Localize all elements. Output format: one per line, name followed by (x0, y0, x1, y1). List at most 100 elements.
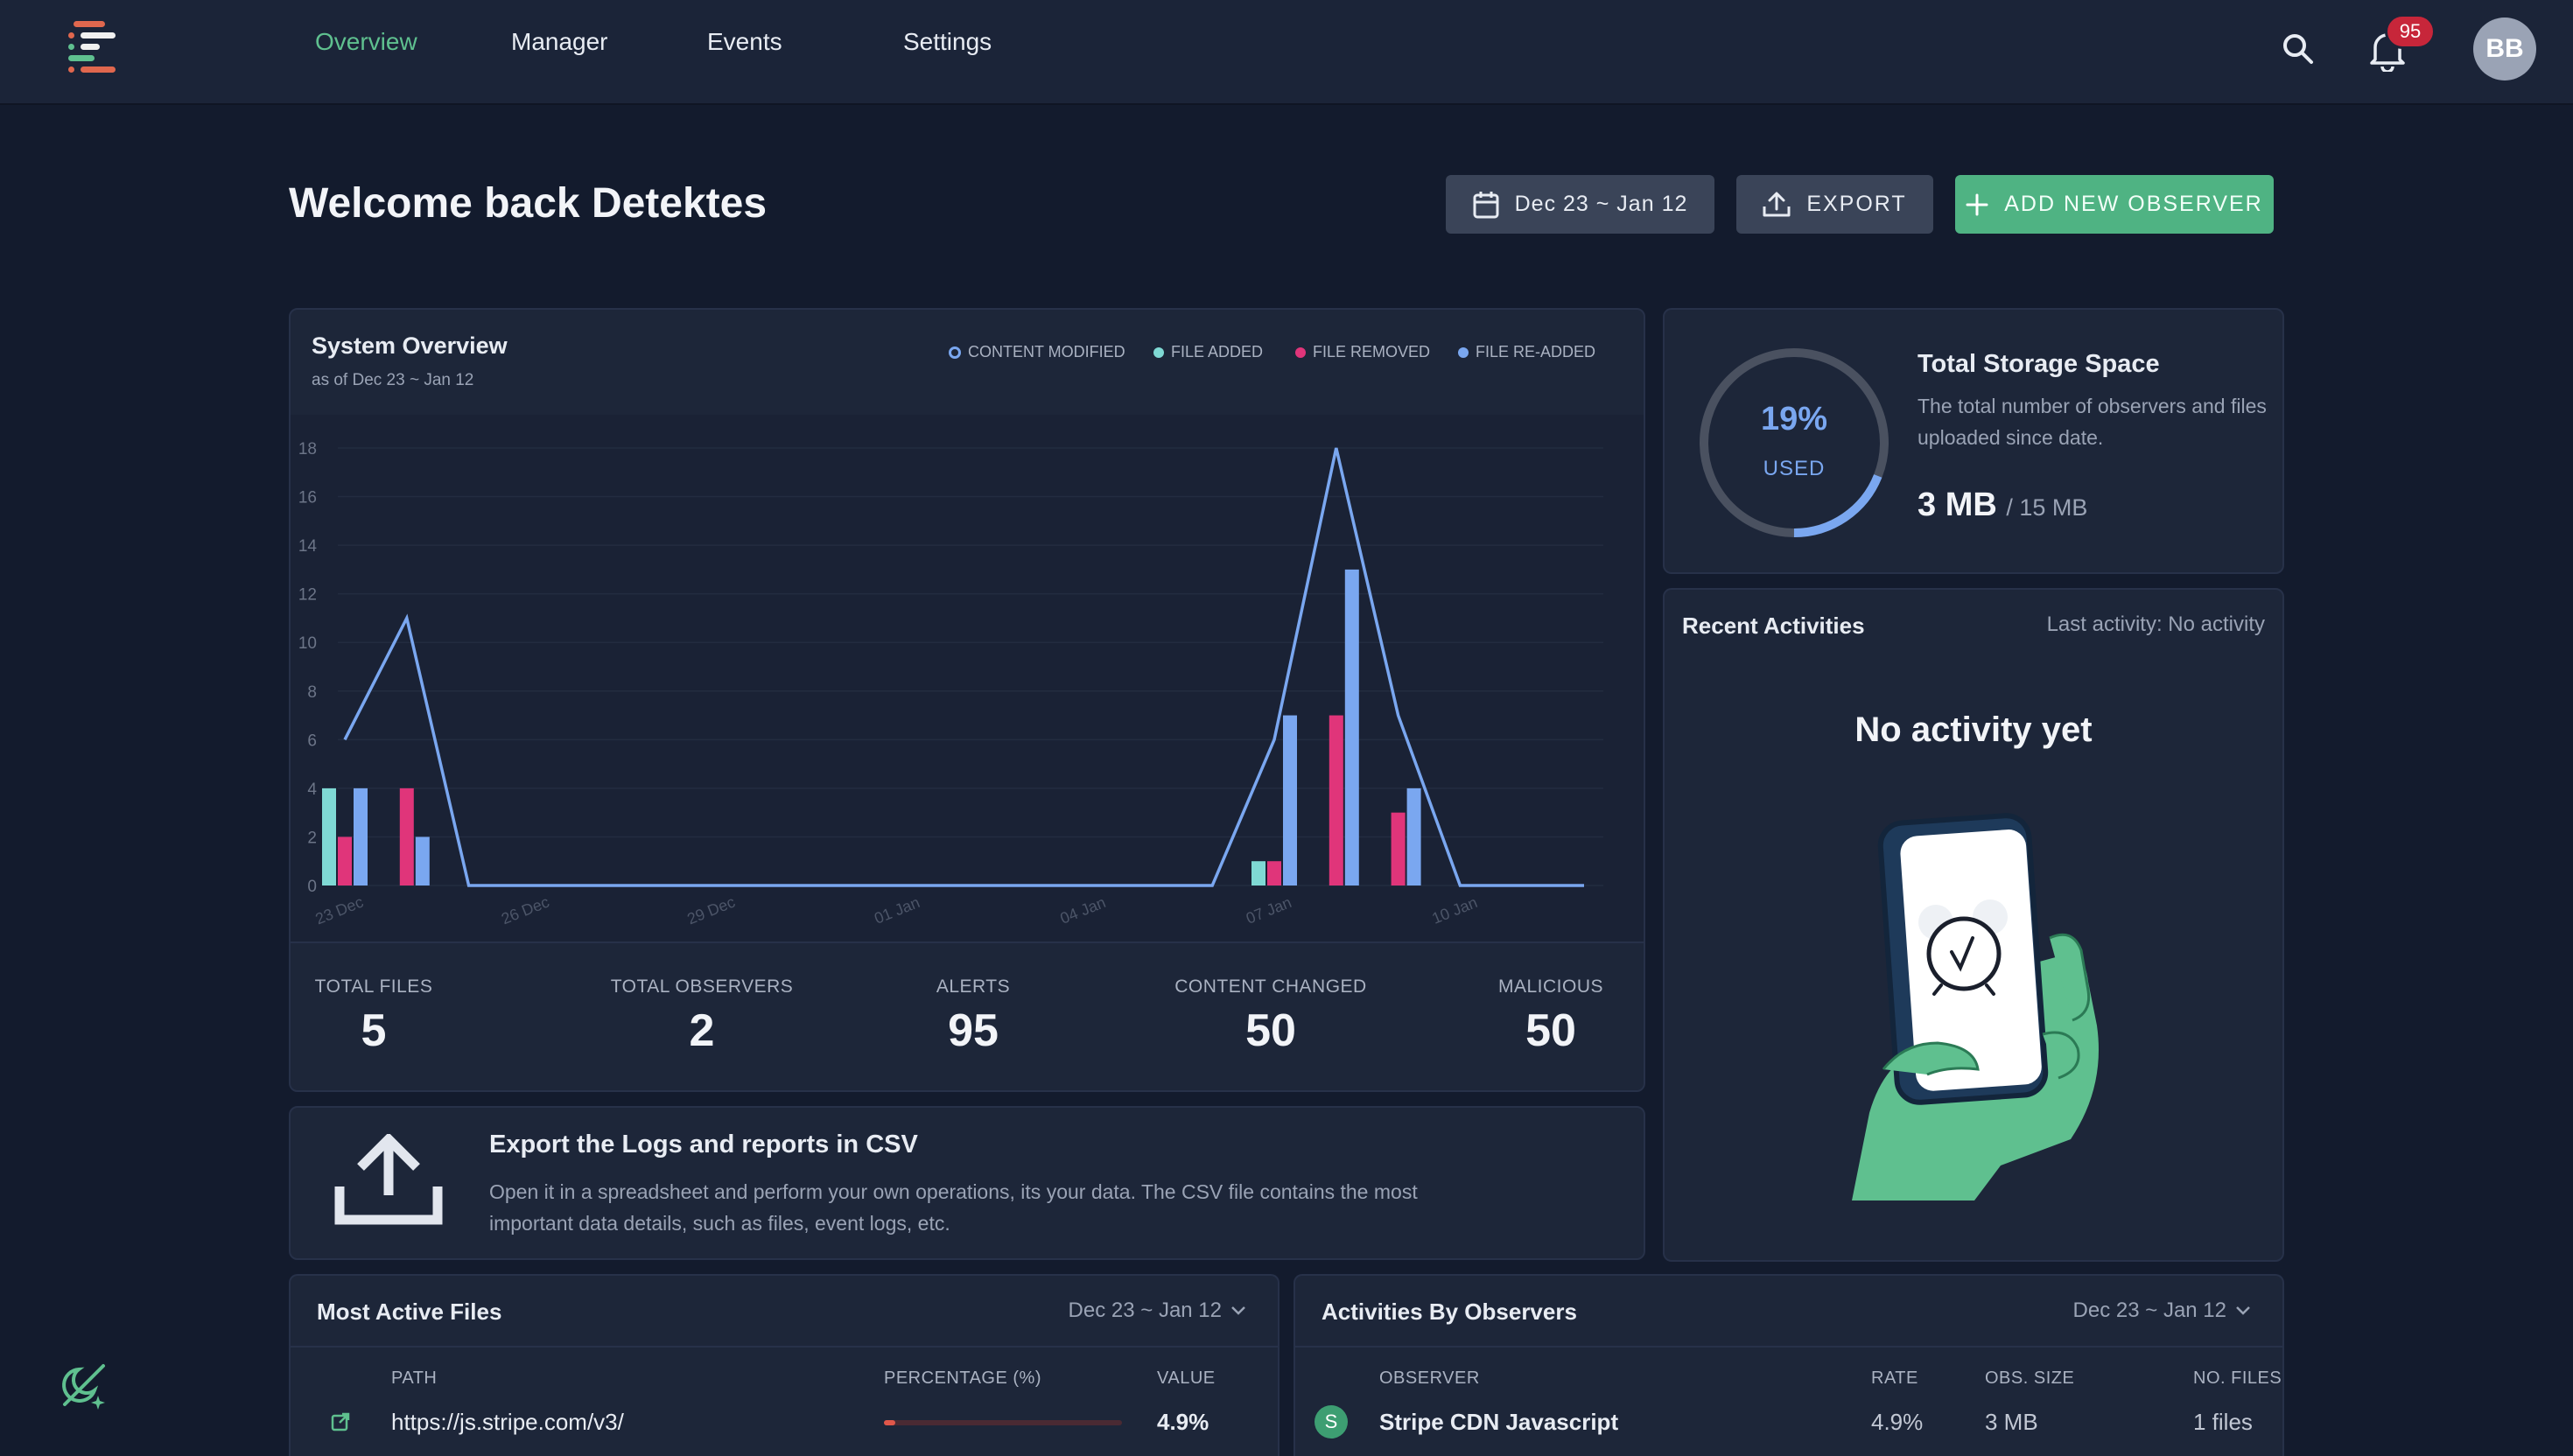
stat-label: TOTAL FILES (314, 976, 433, 997)
empty-state-text: No activity yet (1854, 710, 2093, 749)
csv-description: Open it in a spreadsheet and perform you… (489, 1180, 1418, 1235)
legend-file-removed[interactable]: FILE REMOVED (1295, 343, 1430, 361)
stats-divider (291, 942, 1644, 943)
chevron-down-icon (1231, 1306, 1245, 1315)
stat-label: TOTAL OBSERVERS (610, 976, 794, 997)
most-active-files-card: Most Active Files Dec 23 ~ Jan 12 PATH P… (289, 1274, 1279, 1456)
chart-y-tick-label: 18 (298, 440, 317, 458)
storage-description: The total number of observers and files … (1917, 395, 2267, 449)
observer-files: 1 files (2193, 1409, 2253, 1435)
nav-manager[interactable]: Manager (511, 28, 608, 55)
stat-alerts: ALERTS 95 (903, 976, 1043, 1057)
percentage-bar-fill (884, 1420, 896, 1425)
chart-y-tick-label: 16 (298, 489, 317, 508)
add-observer-button[interactable]: ADD NEW OBSERVER (1955, 175, 2274, 234)
storage-percent: 19% (1760, 401, 1828, 438)
legend-file-added[interactable]: FILE ADDED (1153, 343, 1263, 361)
storage-ring-fill (1700, 348, 1889, 537)
column-header-no-files[interactable]: NO. FILES (2193, 1368, 2282, 1388)
recent-activities-card: Recent Activities Last activity: No acti… (1663, 588, 2284, 1262)
date-range-button[interactable]: Dec 23 ~ Jan 12 (1446, 175, 1714, 234)
chart-y-tick-label: 10 (298, 634, 317, 653)
nav-settings[interactable]: Settings (903, 28, 992, 55)
system-overview-subtitle: as of Dec 23 ~ Jan 12 (312, 371, 474, 389)
table-divider (291, 1346, 1278, 1348)
stat-label: ALERTS (936, 976, 1011, 997)
chart-line-content-modified (343, 447, 1584, 887)
app-logo-icon[interactable] (68, 21, 121, 82)
external-link-icon[interactable] (331, 1412, 350, 1432)
add-observer-label: ADD NEW OBSERVER (2004, 192, 2263, 216)
system-overview-card: System Overview as of Dec 23 ~ Jan 12 CO… (289, 308, 1645, 1092)
legend-marker-icon (1458, 346, 1469, 358)
file-percentage-value: 4.9% (1157, 1409, 1209, 1435)
column-header-value[interactable]: VALUE (1157, 1368, 1216, 1388)
chevron-down-icon (2236, 1306, 2250, 1315)
stat-label: MALICIOUS (1497, 976, 1604, 997)
stat-label: CONTENT CHANGED (1174, 976, 1367, 997)
chart-bar (1251, 861, 1265, 886)
chart-bar (415, 836, 430, 886)
most-active-files-title: Most Active Files (317, 1298, 502, 1325)
most-active-range-dropdown[interactable]: Dec 23 ~ Jan 12 (1069, 1298, 1246, 1323)
upload-icon (1763, 192, 1791, 216)
chart-y-tick-label: 4 (307, 780, 317, 799)
legend-label: FILE REMOVED (1313, 343, 1431, 360)
recent-activities-title: Recent Activities (1682, 612, 1865, 639)
chart-bar (354, 788, 368, 886)
column-header-path[interactable]: PATH (391, 1368, 438, 1388)
stat-content-changed: CONTENT CHANGED 50 (1157, 976, 1385, 1057)
stat-value: 5 (361, 1005, 387, 1056)
file-path-link[interactable]: https://js.stripe.com/v3/ (391, 1409, 624, 1435)
upload-icon (334, 1134, 443, 1225)
range-label: Dec 23 ~ Jan 12 (2072, 1298, 2226, 1322)
column-header-obs-size[interactable]: OBS. SIZE (1985, 1368, 2075, 1388)
nav-overview[interactable]: Overview (315, 28, 417, 55)
search-icon[interactable] (2281, 32, 2316, 66)
legend-label: FILE ADDED (1171, 343, 1264, 360)
legend-file-re-added[interactable]: FILE RE-ADDED (1458, 343, 1595, 361)
chart-bar (1283, 715, 1297, 886)
activities-by-observers-card: Activities By Observers Dec 23 ~ Jan 12 … (1294, 1274, 2284, 1456)
theme-toggle-icon[interactable] (60, 1361, 109, 1410)
export-csv-card[interactable]: Export the Logs and reports in CSV Open … (289, 1106, 1645, 1260)
observers-range-dropdown[interactable]: Dec 23 ~ Jan 12 (2073, 1298, 2251, 1323)
column-header-rate[interactable]: RATE (1871, 1368, 1918, 1388)
user-avatar[interactable]: BB (2473, 18, 2536, 80)
column-header-observer[interactable]: OBSERVER (1379, 1368, 1480, 1388)
observers-title: Activities By Observers (1322, 1298, 1577, 1325)
last-activity: Last activity: No activity (2046, 612, 2265, 636)
legend-marker-icon (1295, 346, 1306, 358)
chart-bar (338, 836, 352, 886)
observer-name[interactable]: Stripe CDN Javascript (1379, 1409, 1619, 1435)
chart-y-tick-label: 6 (307, 732, 317, 750)
chart-y-tick-label: 0 (307, 878, 317, 896)
observer-rate: 4.9% (1871, 1409, 1924, 1435)
table-divider (1295, 1346, 2282, 1348)
storage-title: Total Storage Space (1917, 350, 2160, 378)
storage-ring (1700, 348, 1889, 537)
system-overview-title: System Overview (312, 332, 508, 359)
column-header-percentage[interactable]: PERCENTAGE (%) (884, 1368, 1041, 1388)
export-button[interactable]: EXPORT (1736, 175, 1933, 234)
storage-used-value: 3 MB (1917, 486, 1997, 523)
stat-value: 50 (1525, 1005, 1576, 1056)
storage-total: / 15 MB (2006, 494, 2088, 521)
legend-marker-icon (1153, 346, 1164, 358)
stat-total-observers: TOTAL OBSERVERS 2 (588, 976, 816, 1057)
legend-marker-icon (949, 346, 961, 359)
storage-used: 3 MB / 15 MB (1917, 486, 2087, 524)
plus-icon (1966, 193, 1988, 215)
stat-total-files: TOTAL FILES 5 (308, 976, 439, 1057)
legend-label: CONTENT MODIFIED (968, 343, 1125, 360)
date-range-label: Dec 23 ~ Jan 12 (1514, 192, 1688, 216)
chart-bar (1344, 569, 1359, 886)
stat-value: 50 (1245, 1005, 1296, 1056)
legend-content-modified[interactable]: CONTENT MODIFIED (949, 343, 1125, 361)
page-title: Welcome back Detektes (289, 180, 768, 227)
nav-events[interactable]: Events (707, 28, 782, 55)
chart-bar (399, 788, 414, 886)
chart-y-tick-label: 2 (307, 829, 317, 847)
chart-bar (1329, 715, 1343, 886)
